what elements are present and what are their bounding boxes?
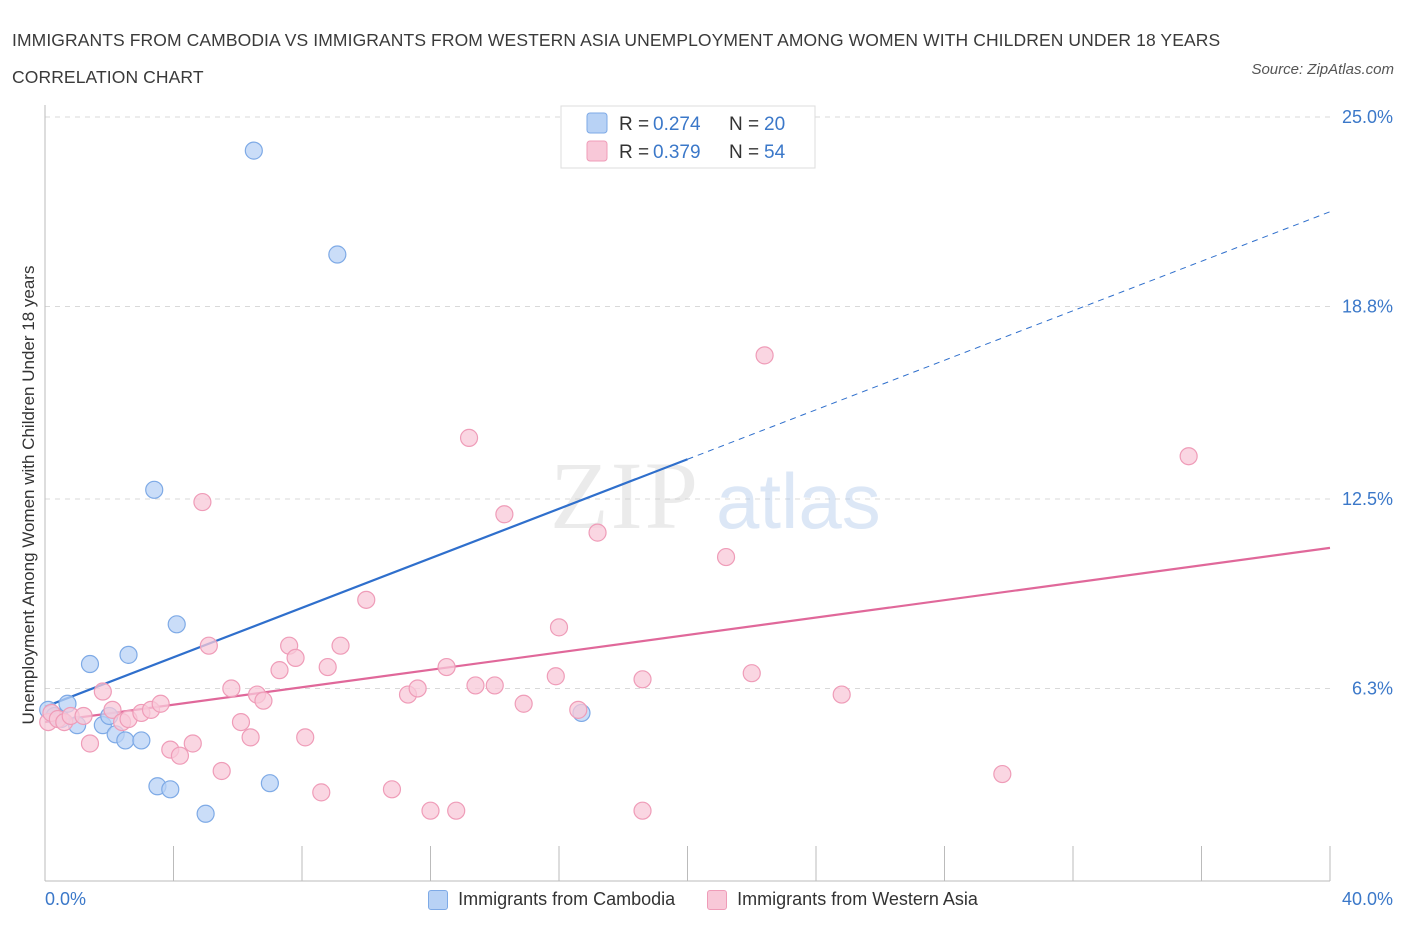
data-point-cambodia xyxy=(167,615,186,634)
data-point-western-asia xyxy=(408,679,427,698)
data-point-western-asia xyxy=(495,505,514,524)
data-point-western-asia xyxy=(296,728,315,747)
data-point-western-asia xyxy=(832,685,851,704)
data-point-western-asia xyxy=(755,346,774,365)
data-point-western-asia xyxy=(170,746,190,765)
data-point-cambodia xyxy=(145,480,164,499)
watermark: ZIP atlas xyxy=(550,442,881,549)
series-legend: Immigrants from Cambodia Immigrants from… xyxy=(0,889,1406,910)
data-point-western-asia xyxy=(447,801,466,820)
data-point-western-asia xyxy=(74,706,93,726)
x-tick-max: 40.0% xyxy=(1341,889,1393,909)
y-tick-label: 12.5% xyxy=(1342,489,1393,509)
data-point-western-asia xyxy=(80,734,100,753)
x-tick-min: 0.0% xyxy=(45,889,87,909)
y-tick-label: 6.3% xyxy=(1352,678,1393,698)
data-point-western-asia xyxy=(357,590,376,609)
watermark-zip: ZIP xyxy=(550,442,700,549)
data-point-cambodia xyxy=(244,141,263,160)
legend-label: Immigrants from Western Asia xyxy=(737,889,978,909)
data-point-cambodia xyxy=(80,654,100,674)
data-point-western-asia xyxy=(742,664,761,683)
data-point-western-asia xyxy=(421,801,440,820)
data-point-western-asia xyxy=(549,618,569,637)
data-point-cambodia xyxy=(132,731,151,750)
trend-line-cambodia xyxy=(44,458,688,708)
legend-n-label: N = xyxy=(729,142,759,163)
data-point-western-asia xyxy=(633,670,652,689)
data-point-cambodia xyxy=(196,804,215,823)
data-point-western-asia xyxy=(222,679,241,698)
data-point-western-asia xyxy=(331,636,350,655)
data-point-western-asia xyxy=(459,428,479,447)
data-point-western-asia xyxy=(588,523,607,542)
data-point-western-asia xyxy=(286,648,305,668)
legend-r-label: R = xyxy=(619,114,649,135)
data-point-cambodia xyxy=(328,245,347,264)
data-point-western-asia xyxy=(466,676,485,695)
legend-label: Immigrants from Cambodia xyxy=(458,889,676,909)
data-point-western-asia xyxy=(993,764,1012,784)
data-point-western-asia xyxy=(103,700,122,719)
legend-n-label: N = xyxy=(729,114,759,135)
data-point-western-asia xyxy=(716,547,736,567)
legend-item-western-asia[interactable]: Immigrants from Western Asia xyxy=(707,889,978,910)
data-point-cambodia xyxy=(116,731,135,750)
data-point-western-asia xyxy=(270,661,289,680)
legend-r-value-cambodia: 0.274 xyxy=(653,114,701,135)
data-point-western-asia xyxy=(546,667,565,686)
data-point-western-asia xyxy=(318,657,337,677)
trend-extension-cambodia xyxy=(687,211,1331,460)
legend-item-cambodia[interactable]: Immigrants from Cambodia xyxy=(428,889,675,910)
legend-r-value-western-asia: 0.379 xyxy=(653,142,701,163)
data-point-western-asia xyxy=(633,801,652,820)
data-point-western-asia xyxy=(93,682,112,701)
data-point-cambodia xyxy=(119,645,138,664)
watermark-atlas: atlas xyxy=(716,457,881,545)
data-point-western-asia xyxy=(183,734,202,753)
data-points xyxy=(39,141,1198,823)
y-tick-label: 18.8% xyxy=(1342,296,1393,316)
y-tick-label: 25.0% xyxy=(1342,107,1393,127)
legend-swatch xyxy=(428,889,449,910)
data-point-western-asia xyxy=(151,694,170,713)
legend-n-value-western-asia: 54 xyxy=(764,142,786,163)
y-axis-label: Unemployment Among Women with Children U… xyxy=(19,266,38,725)
chart-title: IMMIGRANTS FROM CAMBODIA VS IMMIGRANTS F… xyxy=(12,30,1221,87)
legend-n-value-cambodia: 20 xyxy=(764,114,785,135)
y-tick-labels: 6.3% 12.5% 18.8% 25.0% xyxy=(1342,107,1393,698)
legend-swatch-cambodia xyxy=(586,112,608,134)
data-point-cambodia xyxy=(161,780,180,799)
grid-lines xyxy=(45,116,1330,689)
legend-r-label: R = xyxy=(619,142,649,163)
data-point-western-asia xyxy=(1179,447,1198,466)
legend-swatch xyxy=(707,889,728,910)
source-label: Source: ZipAtlas.com xyxy=(1251,61,1394,78)
data-point-western-asia xyxy=(241,728,260,747)
data-point-western-asia xyxy=(199,636,218,655)
data-point-western-asia xyxy=(437,657,456,677)
data-point-western-asia xyxy=(193,492,212,512)
data-point-western-asia xyxy=(312,783,331,802)
data-point-cambodia xyxy=(260,774,279,793)
axes xyxy=(44,105,1331,882)
data-point-western-asia xyxy=(231,712,251,732)
data-point-western-asia xyxy=(485,676,504,695)
data-point-western-asia xyxy=(212,761,231,781)
legend-box: R = 0.274 N = 20 R = 0.379 N = 54 xyxy=(560,105,816,169)
data-point-western-asia xyxy=(569,700,588,719)
legend-swatch-western-asia xyxy=(586,140,608,162)
trend-line-western-asia xyxy=(44,546,1331,724)
data-point-western-asia xyxy=(382,780,402,799)
data-point-western-asia xyxy=(254,691,273,710)
data-point-western-asia xyxy=(514,694,533,713)
